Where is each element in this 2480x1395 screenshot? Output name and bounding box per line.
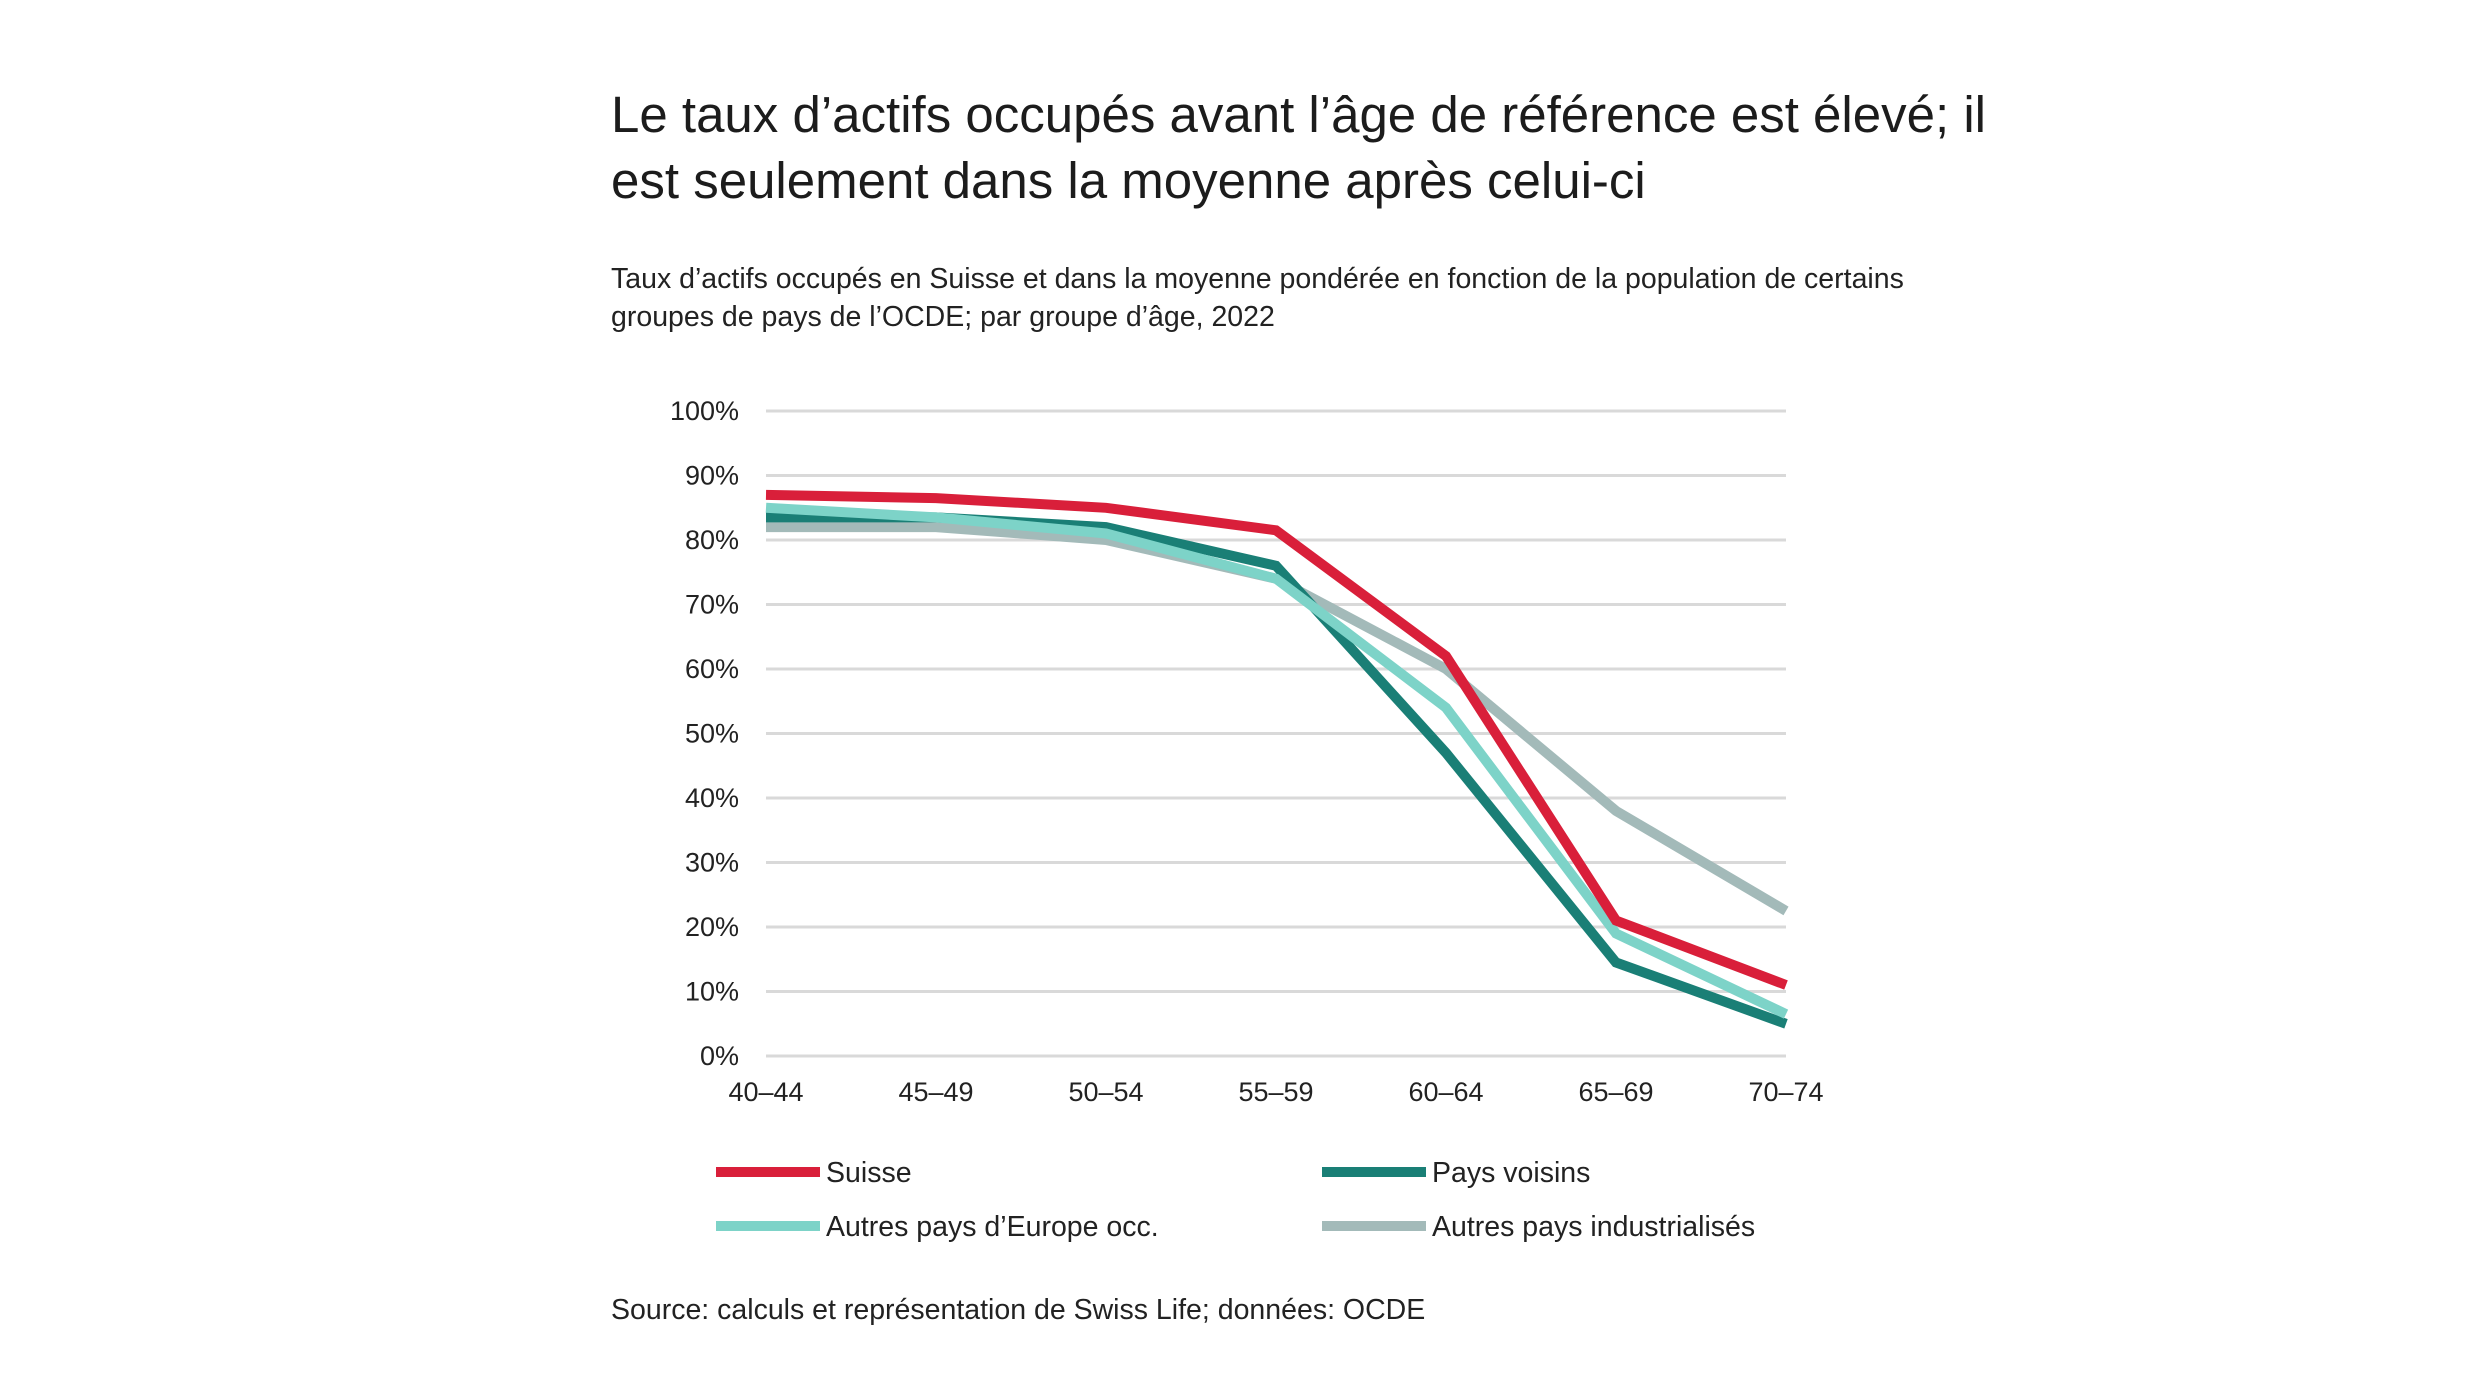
legend: Suisse Pays voisins Autres pays d’Europe o… (716, 1157, 1755, 1243)
legend-label: Suisse (826, 1157, 912, 1189)
y-tick-label: 0% (700, 1041, 739, 1071)
chart-title: Le taux d’actifs occupés avant l’âge de … (611, 86, 1986, 209)
x-tick-label: 45–49 (898, 1077, 973, 1107)
x-tick-label: 65–69 (1578, 1077, 1653, 1107)
y-axis-ticks: 0% 10% 20% 30% 40% 50% 60% 70% 80% 90% 100% (670, 396, 739, 1071)
series-line-autres_europe (765, 502, 1789, 1019)
x-axis-ticks: 40–44 45–49 50–54 55–59 60–64 65–69 70–74 (728, 1077, 1823, 1107)
series-line-pays_voisins (766, 512, 1788, 1029)
y-tick-label: 90% (685, 461, 739, 491)
y-tick-label: 40% (685, 783, 739, 813)
series-lines (765, 489, 1789, 1029)
y-tick-label: 60% (685, 654, 739, 684)
legend-item-suisse: Suisse (716, 1157, 912, 1189)
y-tick-label: 100% (670, 396, 739, 426)
legend-item-autres_europe: Autres pays d’Europe occ. (716, 1211, 1159, 1243)
y-tick-label: 30% (685, 848, 739, 878)
legend-label: Autres pays d’Europe occ. (826, 1211, 1159, 1243)
x-tick-label: 55–59 (1238, 1077, 1313, 1107)
x-tick-label: 40–44 (728, 1077, 803, 1107)
y-tick-label: 70% (685, 590, 739, 620)
series-line-suisse (765, 489, 1788, 990)
chart-subtitle: Taux d’actifs occupés en Suisse et dans … (611, 263, 1904, 333)
gridlines (766, 409, 1786, 1058)
x-tick-label: 60–64 (1408, 1077, 1483, 1107)
y-tick-label: 80% (685, 525, 739, 555)
legend-label: Pays voisins (1432, 1157, 1590, 1189)
x-tick-label: 70–74 (1748, 1077, 1823, 1107)
y-tick-label: 20% (685, 912, 739, 942)
y-tick-label: 50% (685, 719, 739, 749)
x-tick-label: 50–54 (1068, 1077, 1143, 1107)
source-note: Source: calculs et représentation de Swi… (611, 1294, 1426, 1326)
y-tick-label: 10% (685, 977, 739, 1007)
legend-label: Autres pays industrialisés (1432, 1211, 1755, 1243)
legend-item-pays_voisins: Pays voisins (1322, 1157, 1590, 1189)
legend-item-autres_industrialises: Autres pays industrialisés (1322, 1211, 1755, 1243)
